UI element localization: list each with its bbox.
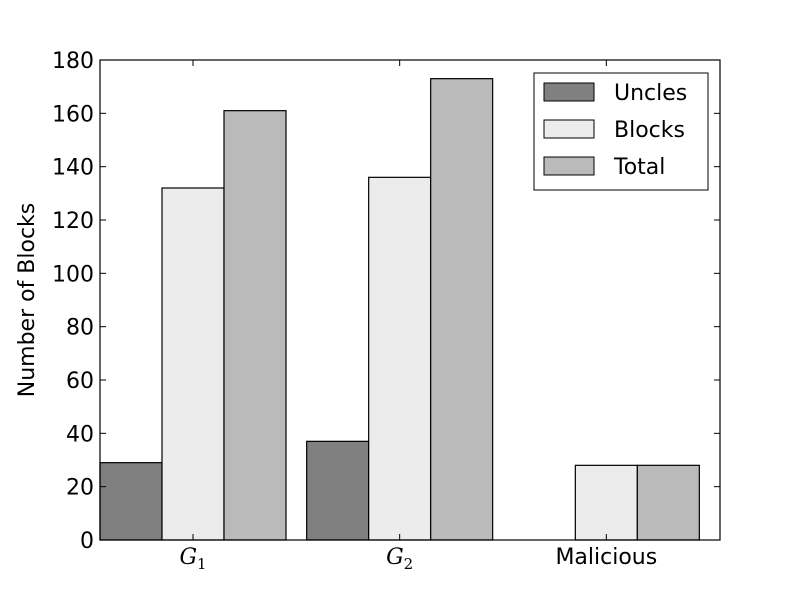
x-axis-ticks: G1 G2 Malicious xyxy=(179,60,657,573)
y-tick-label: 100 xyxy=(52,262,94,287)
y-tick-label: 180 xyxy=(52,49,94,74)
legend-label-blocks: Blocks xyxy=(614,118,685,143)
bar-blocks-g2 xyxy=(368,176,432,541)
legend-swatch-blocks xyxy=(543,119,595,139)
y-axis-title: Number of Blocks xyxy=(15,203,40,398)
legend-label-uncles: Uncles xyxy=(614,81,687,106)
plot-frame xyxy=(99,59,721,541)
y-tick-label: 60 xyxy=(66,369,94,394)
x-tick-label: Malicious xyxy=(555,545,657,570)
y-tick-label: 120 xyxy=(52,209,94,234)
bar-total-g1 xyxy=(223,110,287,541)
legend: Uncles Blocks Total xyxy=(533,72,709,191)
bar-blocks-malicious xyxy=(574,464,638,541)
y-axis-ticks: 0 20 40 60 80 100 120 140 160 180 xyxy=(52,49,720,554)
bar-total-malicious xyxy=(636,464,700,541)
bar-total-g2 xyxy=(430,78,494,541)
x-tick-label: G2 xyxy=(386,545,413,573)
bar-uncles-g2 xyxy=(306,440,370,541)
legend-swatch-total xyxy=(543,156,595,176)
y-tick-label: 40 xyxy=(66,422,94,447)
legend-swatch-uncles xyxy=(543,82,595,102)
bar-uncles-g1 xyxy=(99,462,163,541)
y-tick-label: 0 xyxy=(80,529,94,554)
y-tick-label: 140 xyxy=(52,156,94,181)
y-tick-label: 160 xyxy=(52,102,94,127)
bars-group xyxy=(99,78,700,541)
x-tick-label: G1 xyxy=(179,545,206,573)
legend-label-total: Total xyxy=(613,155,665,180)
y-tick-label: 80 xyxy=(66,316,94,341)
y-tick-label: 20 xyxy=(66,476,94,501)
bar-blocks-g1 xyxy=(161,187,225,541)
